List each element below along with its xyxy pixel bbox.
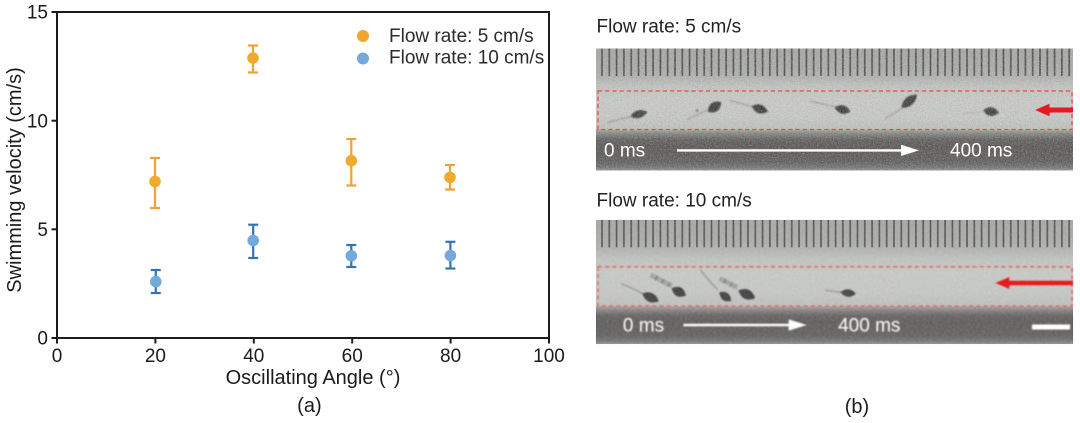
svg-text:Oscillating Angle (°): Oscillating Angle (°) [226, 367, 401, 389]
svg-text:60: 60 [342, 346, 363, 367]
svg-text:(b): (b) [845, 396, 869, 418]
svg-text:Flow rate: 5 cm/s: Flow rate: 5 cm/s [389, 26, 534, 47]
svg-text:400 ms: 400 ms [838, 316, 900, 337]
svg-text:400 ms: 400 ms [950, 141, 1012, 162]
svg-text:40: 40 [243, 346, 264, 367]
svg-text:0 ms: 0 ms [604, 141, 645, 162]
svg-text:80: 80 [440, 346, 461, 367]
svg-text:10: 10 [27, 111, 48, 132]
svg-text:0: 0 [37, 329, 48, 350]
svg-text:0: 0 [52, 346, 63, 367]
svg-text:5: 5 [37, 220, 48, 241]
svg-text:15: 15 [27, 3, 48, 24]
svg-text:(a): (a) [297, 395, 321, 417]
svg-text:Swimming velocity (cm/s): Swimming velocity (cm/s) [4, 67, 26, 293]
svg-text:100: 100 [533, 346, 565, 367]
svg-text:20: 20 [145, 346, 166, 367]
svg-text:Flow rate: 5 cm/s: Flow rate: 5 cm/s [597, 16, 742, 37]
svg-text:Flow rate: 10 cm/s: Flow rate: 10 cm/s [597, 190, 752, 211]
svg-text:Flow rate: 10 cm/s: Flow rate: 10 cm/s [389, 48, 544, 69]
svg-text:0 ms: 0 ms [623, 316, 664, 337]
